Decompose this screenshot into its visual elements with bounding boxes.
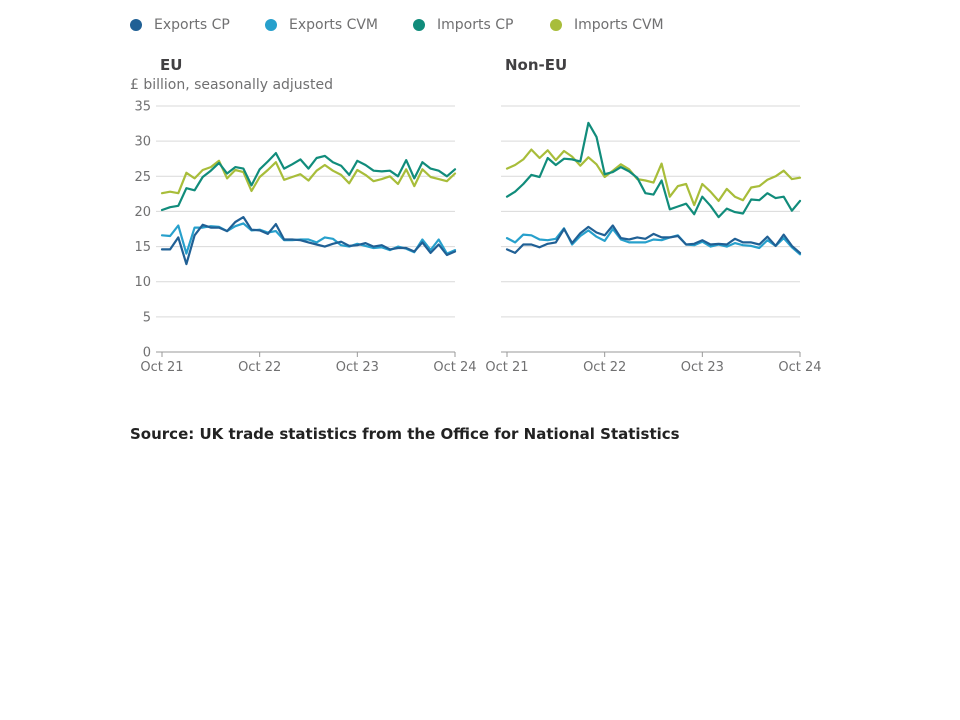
y-tick-label: 35 — [134, 100, 151, 115]
series-line-imports-cvm — [505, 148, 802, 207]
series-line-exports-cvm — [505, 227, 802, 256]
legend-item-exports-cvm[interactable]: Exports CVM — [265, 17, 378, 33]
x-tick-label: Oct 23 — [336, 360, 379, 375]
legend-item-exports-cp[interactable]: Exports CP — [130, 17, 230, 33]
legend-item-imports-cp[interactable]: Imports CP — [413, 17, 513, 33]
y-tick-label: 20 — [134, 205, 151, 220]
panel-title-eu: EU — [160, 56, 183, 74]
series-line-imports-cp — [160, 152, 457, 212]
panel-eu: 0 5 10 15 20 25 30 35 Oct 21 Oct 22 Oct 23 Oct 24 — [134, 100, 476, 376]
legend-dot-icon — [550, 19, 562, 31]
x-tick-label: Oct 23 — [681, 360, 724, 375]
legend-label: Exports CVM — [289, 17, 379, 33]
y-tick-label: 10 — [134, 275, 151, 290]
legend-label: Imports CVM — [574, 17, 664, 33]
legend-dot-icon — [265, 19, 277, 31]
y-tick-label: 30 — [134, 135, 151, 150]
y-tick-label: 5 — [143, 310, 151, 325]
x-tick-label: Oct 24 — [433, 360, 476, 375]
panel-non-eu: Oct 21 Oct 22 Oct 23 Oct 24 — [485, 105, 822, 375]
legend-dot-icon — [413, 19, 425, 31]
x-tick-label: Oct 21 — [485, 360, 528, 375]
series-line-exports-cp — [505, 224, 802, 254]
legend-dot-icon — [130, 19, 142, 31]
series-line-imports-cp — [505, 121, 802, 219]
source-note: Source: UK trade statistics from the Off… — [130, 425, 680, 443]
legend-label: Imports CP — [437, 17, 514, 33]
series-line-exports-cp — [160, 216, 457, 266]
panel-title-non-eu: Non-EU — [505, 56, 568, 74]
x-tick-label: Oct 24 — [778, 360, 821, 375]
x-tick-label: Oct 21 — [140, 360, 183, 375]
x-tick-label: Oct 22 — [583, 360, 626, 375]
y-tick-label: 25 — [134, 170, 151, 185]
legend-item-imports-cvm[interactable]: Imports CVM — [550, 17, 664, 33]
units-label: £ billion, seasonally adjusted — [130, 77, 333, 93]
series-line-imports-cvm — [160, 159, 457, 195]
y-tick-label: 15 — [134, 240, 151, 255]
x-tick-label: Oct 22 — [238, 360, 281, 375]
y-tick-label: 0 — [143, 346, 151, 361]
legend-label: Exports CP — [154, 17, 230, 33]
